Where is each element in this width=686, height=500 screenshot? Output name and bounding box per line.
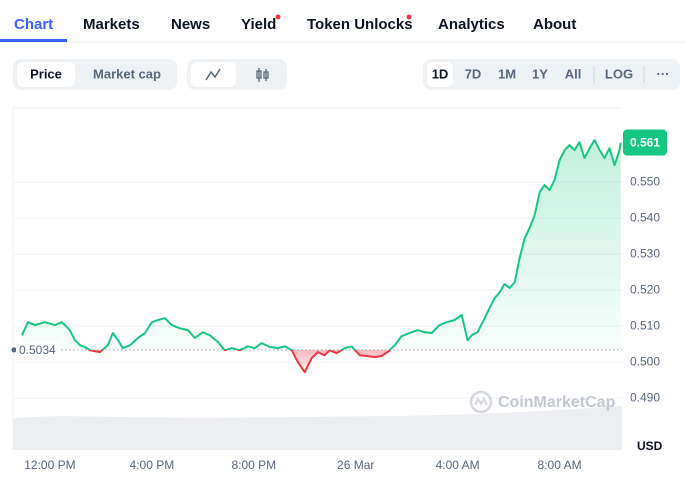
toggle-button[interactable]: Market cap bbox=[93, 66, 161, 81]
range-button[interactable]: 7D bbox=[465, 66, 482, 81]
range-button[interactable]: 1D bbox=[432, 66, 449, 81]
volume-band bbox=[13, 406, 622, 450]
y-axis-label: USD bbox=[637, 439, 663, 453]
x-tick-label: 4:00 PM bbox=[130, 458, 175, 472]
range-toggle bbox=[423, 59, 680, 90]
baseline-dot bbox=[11, 347, 17, 353]
candle-icon[interactable] bbox=[256, 68, 269, 82]
notification-dot bbox=[406, 14, 412, 20]
active-tab-underline bbox=[0, 39, 67, 42]
tab[interactable]: Token Unlocks bbox=[307, 16, 413, 33]
x-tick-label: 12:00 PM bbox=[24, 458, 75, 472]
tab[interactable]: Yield bbox=[241, 16, 276, 33]
x-tick-label: 8:00 AM bbox=[538, 458, 582, 472]
y-tick-label: 0.490 bbox=[630, 390, 660, 404]
tab[interactable]: Chart bbox=[14, 16, 53, 33]
range-button[interactable]: 1Y bbox=[532, 66, 548, 81]
x-tick-label: 26 Mar bbox=[337, 458, 374, 472]
area bbox=[21, 140, 621, 373]
tab[interactable]: Analytics bbox=[438, 16, 505, 33]
baseline-label-bg bbox=[16, 341, 60, 358]
y-tick-label: 0.520 bbox=[630, 282, 660, 296]
range-button[interactable]: 1M bbox=[498, 66, 516, 81]
plot: 0.490 0.500 0.510 0.520 0.530 0.540 0.550 USD 12… bbox=[11, 129, 667, 472]
current-price-label: 0.561 bbox=[630, 136, 660, 150]
tab[interactable]: Markets bbox=[83, 16, 140, 33]
x-tick-label: 4:00 AM bbox=[436, 458, 480, 472]
more-button[interactable]: ··· bbox=[657, 66, 670, 81]
tab[interactable]: About bbox=[533, 16, 576, 33]
x-tick-label: 8:00 PM bbox=[231, 458, 276, 472]
active-toggle bbox=[17, 62, 75, 87]
watermark: CoinMarketCap bbox=[498, 394, 616, 411]
notification-dot bbox=[275, 14, 281, 20]
y-tick-label: 0.500 bbox=[630, 354, 660, 368]
baseline-label: 0.5034 bbox=[19, 343, 56, 357]
current-price-tag bbox=[623, 129, 667, 156]
y-tick-label: 0.540 bbox=[630, 210, 660, 224]
price-line bbox=[20, 139, 622, 374]
toggle-button[interactable]: Price bbox=[30, 66, 62, 81]
range-button[interactable]: All bbox=[565, 66, 582, 81]
tab[interactable]: News bbox=[171, 16, 210, 33]
y-tick-label: 0.530 bbox=[630, 246, 660, 260]
watermark-logo bbox=[469, 390, 493, 414]
y-tick-label: 0.510 bbox=[630, 318, 660, 332]
y-tick-label: 0.550 bbox=[630, 174, 660, 188]
line-icon[interactable] bbox=[205, 68, 221, 81]
active-range bbox=[427, 62, 453, 87]
log-button[interactable]: LOG bbox=[605, 66, 633, 81]
